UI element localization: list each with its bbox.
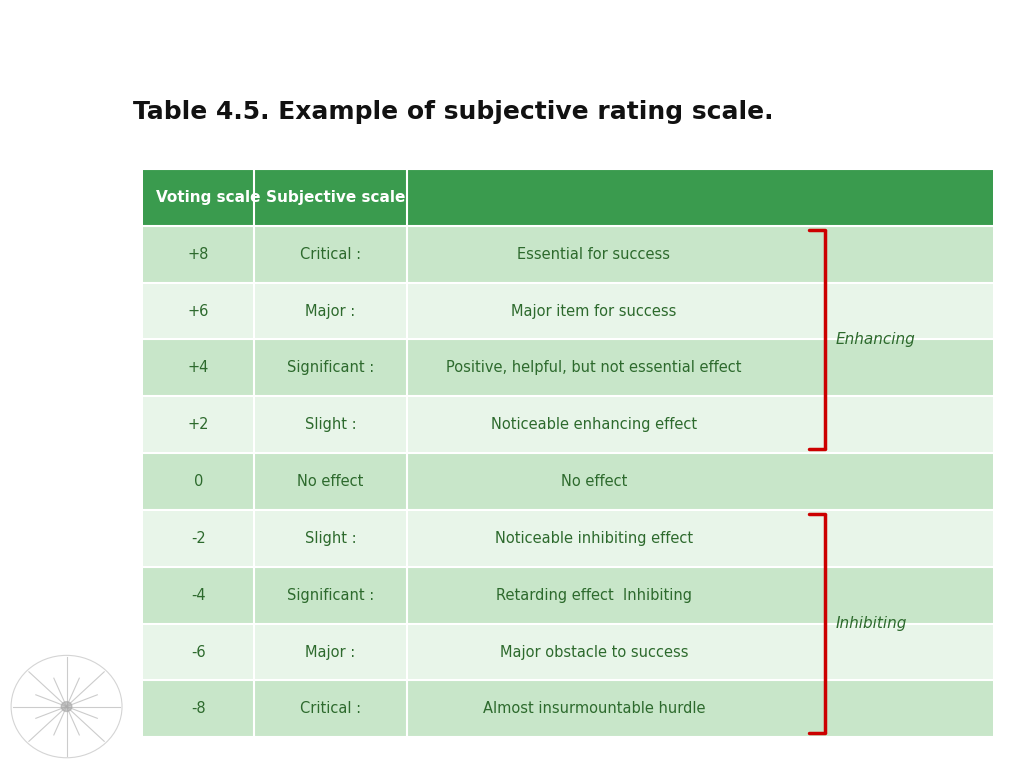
FancyBboxPatch shape <box>143 339 993 396</box>
Text: Voting scale: Voting scale <box>156 190 260 205</box>
Text: Critical :: Critical : <box>300 701 360 717</box>
FancyBboxPatch shape <box>143 510 993 567</box>
Text: No effect: No effect <box>560 474 627 489</box>
Text: Slight :: Slight : <box>304 417 356 432</box>
FancyBboxPatch shape <box>143 396 993 453</box>
Text: Positive, helpful, but not essential effect: Positive, helpful, but not essential eff… <box>446 360 741 376</box>
FancyBboxPatch shape <box>143 283 993 339</box>
FancyBboxPatch shape <box>143 567 993 624</box>
Text: Noticeable inhibiting effect: Noticeable inhibiting effect <box>495 531 693 546</box>
Text: +8: +8 <box>188 247 209 262</box>
Text: Enhancing: Enhancing <box>836 332 915 347</box>
Text: Table 4.5. Example of subjective rating scale.: Table 4.5. Example of subjective rating … <box>133 100 773 124</box>
FancyBboxPatch shape <box>143 453 993 510</box>
Text: -6: -6 <box>191 644 206 660</box>
Text: Subjective scale: Subjective scale <box>266 190 406 205</box>
Text: Major :: Major : <box>305 303 355 319</box>
FancyBboxPatch shape <box>143 226 993 283</box>
Text: 0: 0 <box>194 474 204 489</box>
Text: Significant :: Significant : <box>287 360 374 376</box>
Text: Essential for success: Essential for success <box>517 247 671 262</box>
Text: Inhibiting: Inhibiting <box>836 616 907 631</box>
Text: -4: -4 <box>191 588 206 603</box>
Text: Significant :: Significant : <box>287 588 374 603</box>
Text: Almost insurmountable hurdle: Almost insurmountable hurdle <box>482 701 706 717</box>
Text: No effect: No effect <box>297 474 364 489</box>
Text: +2: +2 <box>187 417 209 432</box>
Text: Major :: Major : <box>305 644 355 660</box>
Text: Critical :: Critical : <box>300 247 360 262</box>
FancyBboxPatch shape <box>143 624 993 680</box>
Text: -2: -2 <box>191 531 206 546</box>
Circle shape <box>61 702 72 711</box>
Text: +6: +6 <box>188 303 209 319</box>
Text: -8: -8 <box>191 701 206 717</box>
Text: +4: +4 <box>188 360 209 376</box>
Text: C A B I   T O U R I S M   T E X T S: C A B I T O U R I S M T E X T S <box>322 31 702 49</box>
FancyBboxPatch shape <box>143 169 993 226</box>
Text: Major item for success: Major item for success <box>511 303 677 319</box>
Text: Slight :: Slight : <box>304 531 356 546</box>
FancyBboxPatch shape <box>143 680 993 737</box>
Text: Noticeable enhancing effect: Noticeable enhancing effect <box>490 417 697 432</box>
Text: Major obstacle to success: Major obstacle to success <box>500 644 688 660</box>
Text: Retarding effect  Inhibiting: Retarding effect Inhibiting <box>496 588 692 603</box>
